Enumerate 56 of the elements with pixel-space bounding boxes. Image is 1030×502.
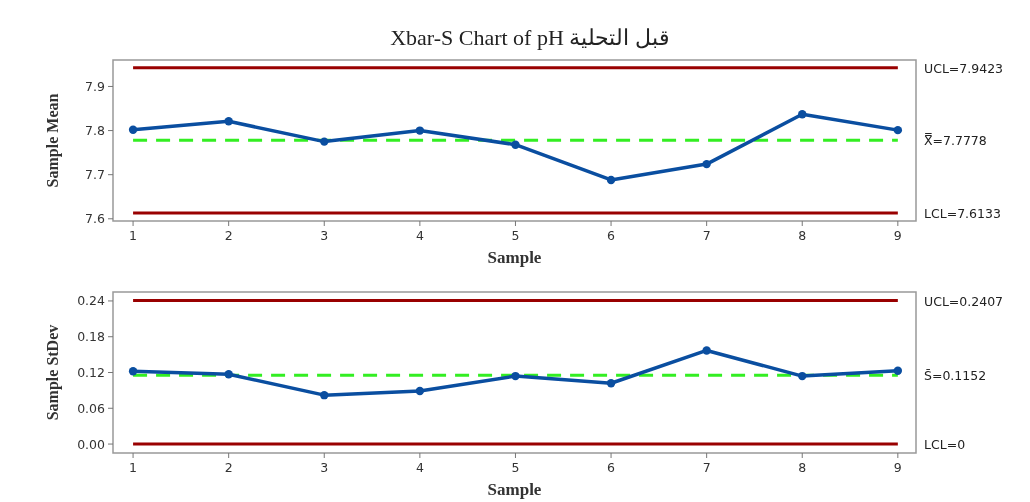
x-tick-label: 2 bbox=[224, 228, 233, 243]
ref-line-label: X̿=7.7778 bbox=[924, 133, 987, 149]
point bbox=[511, 140, 520, 149]
point bbox=[702, 159, 711, 169]
y-tick-label: 7.8 bbox=[85, 123, 106, 139]
point bbox=[128, 125, 138, 134]
point bbox=[893, 125, 903, 135]
x-tick-label: 4 bbox=[415, 460, 424, 475]
x-tick-label: 8 bbox=[798, 460, 807, 475]
y-tick-label: 0.00 bbox=[77, 436, 106, 452]
ref-line-label: LCL=7.6133 bbox=[924, 205, 1001, 221]
point bbox=[415, 126, 425, 135]
x-tick-label: 5 bbox=[511, 228, 520, 243]
point bbox=[798, 110, 807, 119]
x-tick-label: 1 bbox=[129, 228, 138, 243]
y-tick-label: 7.9 bbox=[85, 78, 106, 94]
y-tick-label: 7.6 bbox=[85, 211, 106, 227]
x-tick-label: 1 bbox=[129, 460, 138, 475]
y-tick-label: 0.18 bbox=[77, 329, 106, 345]
y-tick-label: 0.24 bbox=[77, 293, 106, 309]
x-tick-label: 6 bbox=[607, 460, 616, 475]
ref-line-label: LCL=0 bbox=[924, 437, 966, 453]
point bbox=[798, 371, 807, 381]
ref-line-label: UCL=7.9423 bbox=[924, 60, 1004, 76]
y-tick-label: 7.7 bbox=[85, 167, 105, 183]
point bbox=[893, 366, 903, 375]
ref-line-label: S̄=0.1152 bbox=[924, 368, 987, 384]
ref-line-label: UCL=0.2407 bbox=[924, 293, 1004, 309]
y-axis-title: Sample StDev bbox=[44, 324, 62, 421]
x-tick-label: 7 bbox=[702, 228, 711, 243]
point bbox=[606, 379, 616, 388]
x-tick-label: 8 bbox=[798, 228, 807, 243]
x-axis-title: Sample bbox=[487, 248, 542, 267]
x-tick-label: 3 bbox=[320, 460, 329, 475]
x-tick-label: 7 bbox=[702, 460, 711, 475]
x-tick-label: 6 bbox=[607, 228, 616, 243]
x-tick-label: 2 bbox=[224, 460, 233, 475]
point bbox=[320, 137, 329, 146]
point bbox=[128, 367, 138, 376]
point bbox=[320, 390, 329, 400]
point bbox=[606, 175, 616, 185]
y-tick-label: 0.12 bbox=[77, 365, 105, 380]
y-tick-label: 0.06 bbox=[77, 400, 106, 416]
x-tick-label: 3 bbox=[320, 228, 329, 243]
x-tick-label: 9 bbox=[893, 460, 902, 475]
point bbox=[224, 370, 233, 379]
point bbox=[511, 371, 520, 381]
x-tick-label: 9 bbox=[893, 228, 902, 243]
chart-title: Xbar-S Chart of pH قبل التحلية bbox=[390, 25, 670, 50]
x-tick-label: 4 bbox=[415, 228, 424, 243]
point bbox=[224, 117, 233, 126]
point bbox=[702, 346, 711, 355]
y-axis-title: Sample Mean bbox=[44, 93, 62, 188]
point bbox=[415, 386, 425, 396]
x-tick-label: 5 bbox=[511, 460, 520, 475]
x-axis-title: Sample bbox=[487, 480, 542, 499]
